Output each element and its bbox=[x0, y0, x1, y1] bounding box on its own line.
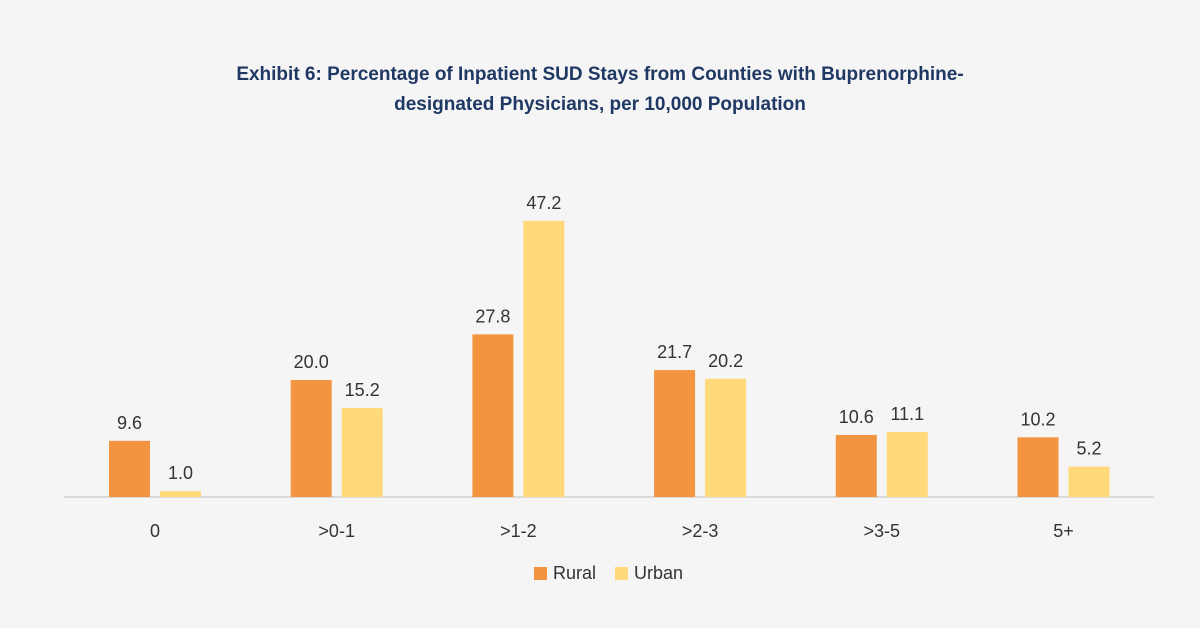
data-label-urban-3: 20.2 bbox=[708, 351, 743, 371]
bar-rural-0 bbox=[109, 440, 150, 497]
category-label-1: >0-1 bbox=[318, 521, 355, 541]
bar-urban-4 bbox=[886, 432, 928, 497]
data-label-rural-3: 21.7 bbox=[657, 342, 692, 362]
data-label-urban-5: 5.2 bbox=[1076, 439, 1101, 459]
category-label-3: >2-3 bbox=[682, 521, 719, 541]
legend-label-urban: Urban bbox=[634, 563, 683, 583]
bar-rural-5 bbox=[1017, 437, 1059, 497]
bar-rural-4 bbox=[835, 434, 877, 497]
bar-rural-1 bbox=[290, 380, 332, 497]
chart-title: Exhibit 6: Percentage of Inpatient SUD S… bbox=[0, 60, 1200, 120]
legend-label-rural: Rural bbox=[553, 563, 596, 583]
legend-swatch-urban bbox=[615, 567, 628, 580]
data-label-urban-4: 11.1 bbox=[890, 404, 924, 424]
chart-title-line-1: Exhibit 6: Percentage of Inpatient SUD S… bbox=[236, 64, 964, 85]
category-label-5: 5+ bbox=[1053, 521, 1074, 541]
data-label-rural-1: 20.0 bbox=[294, 352, 329, 372]
data-label-rural-4: 10.6 bbox=[839, 407, 874, 427]
bar-urban-2 bbox=[523, 220, 565, 497]
bar-rural-3 bbox=[654, 370, 696, 497]
category-label-4: >3-5 bbox=[864, 521, 901, 541]
data-label-urban-1: 15.2 bbox=[345, 380, 380, 400]
category-label-2: >1-2 bbox=[500, 521, 537, 541]
data-label-urban-0: 1.0 bbox=[168, 463, 193, 483]
chart-title-line-2: designated Physicians, per 10,000 Popula… bbox=[394, 94, 806, 115]
bar-urban-5 bbox=[1068, 466, 1110, 497]
data-label-rural-2: 27.8 bbox=[475, 306, 510, 326]
category-label-0: 0 bbox=[150, 521, 160, 541]
data-label-rural-5: 10.2 bbox=[1020, 409, 1055, 429]
bar-urban-3 bbox=[705, 378, 747, 497]
legend-swatch-rural bbox=[534, 567, 547, 580]
data-label-rural-0: 9.6 bbox=[117, 413, 142, 433]
data-label-urban-2: 47.2 bbox=[526, 193, 561, 213]
bar-rural-2 bbox=[472, 334, 514, 497]
bar-urban-0 bbox=[160, 491, 201, 497]
bar-urban-1 bbox=[341, 408, 383, 497]
